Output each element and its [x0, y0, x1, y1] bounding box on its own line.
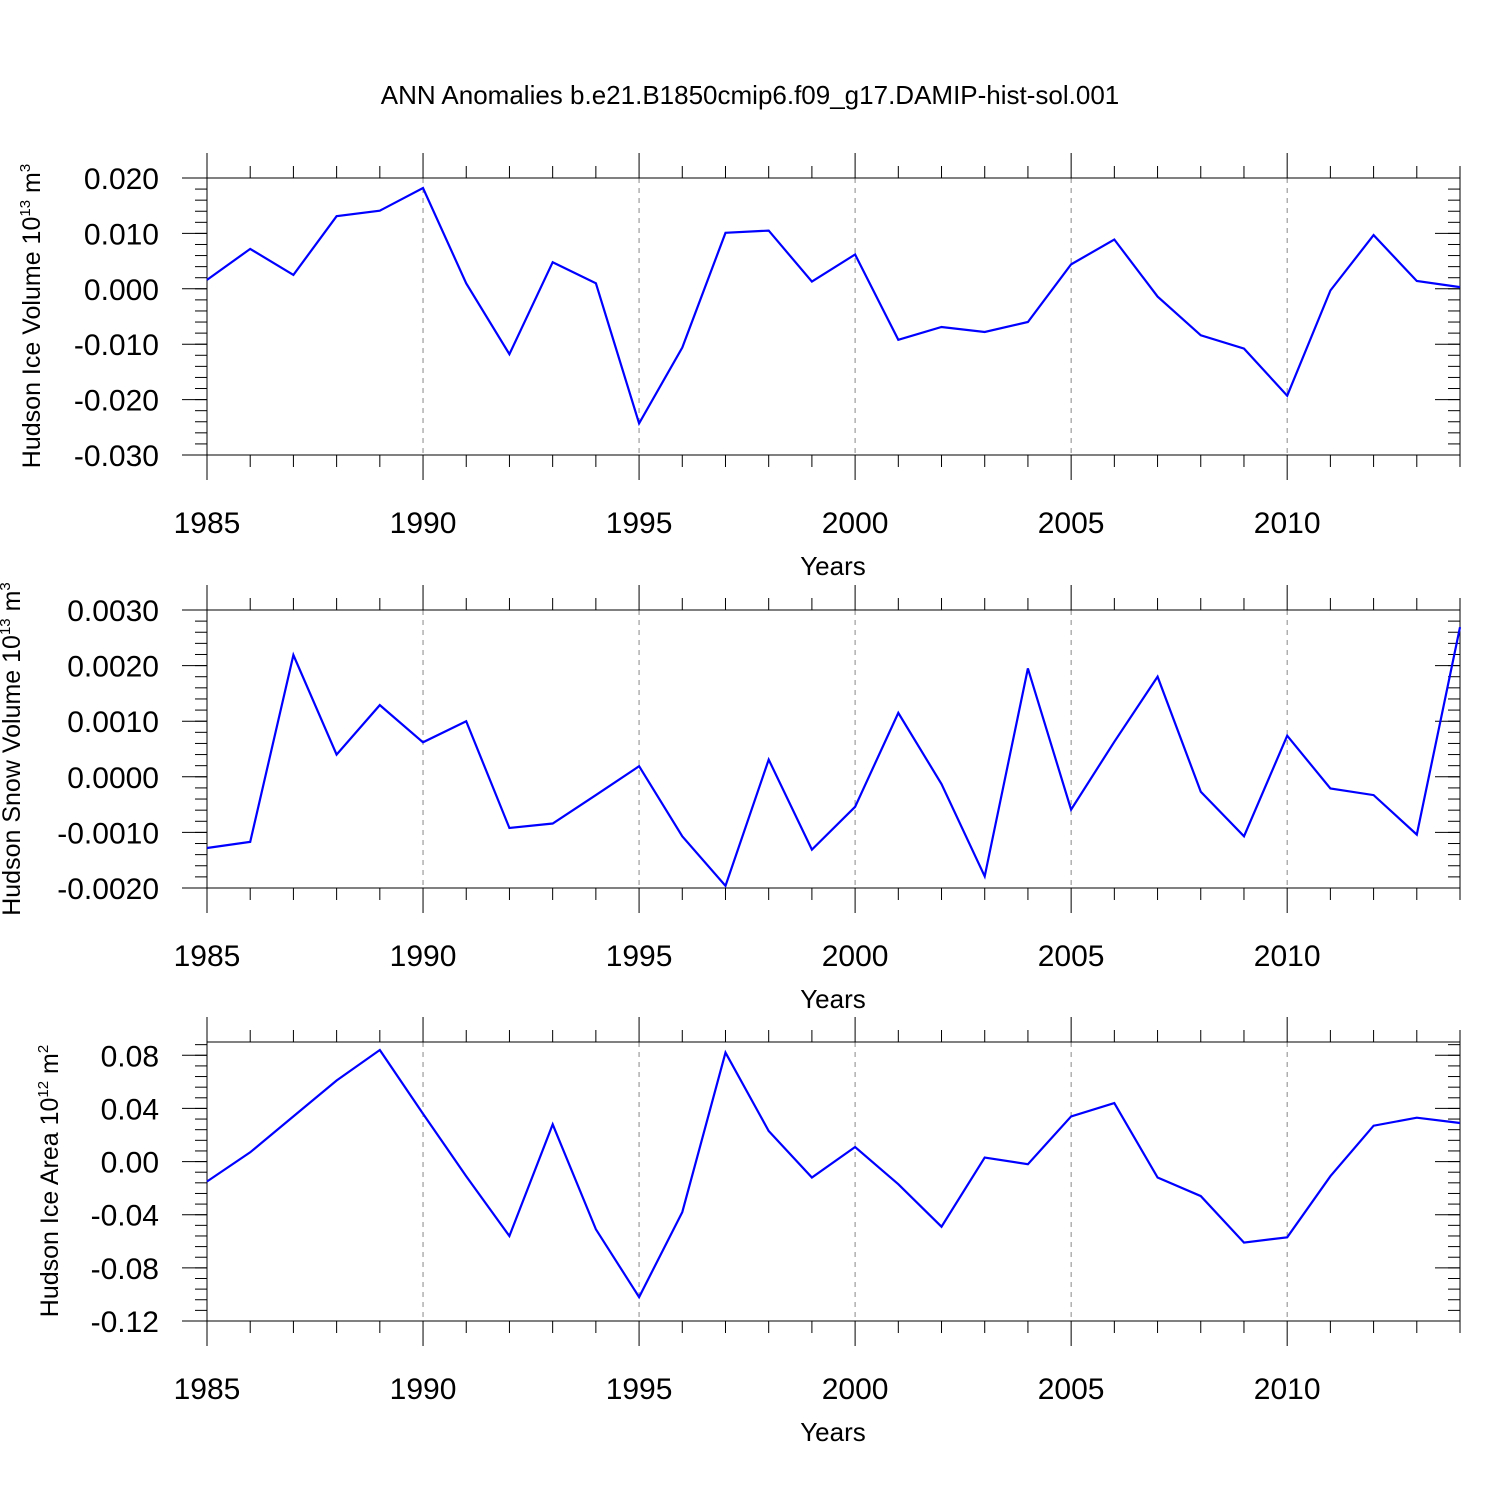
x-tick-label: 1995 — [606, 940, 673, 973]
y-tick-label: -0.0020 — [57, 873, 159, 906]
x-tick-label: 2000 — [822, 940, 889, 973]
y-tick-label: -0.010 — [74, 329, 159, 362]
y-tick-label: -0.0010 — [57, 817, 159, 850]
y-tick-label: -0.020 — [74, 385, 159, 418]
x-tick-label: 1995 — [606, 1373, 673, 1406]
y-axis-label: Hudson Ice Volume 1013 m3 — [17, 164, 46, 468]
y-tick-label: 0.000 — [84, 274, 159, 307]
y-tick-label: 0.0020 — [67, 651, 159, 684]
x-axis-label: Years — [800, 551, 866, 581]
x-tick-label: 2010 — [1254, 507, 1321, 540]
y-axis-label: Hudson Snow Volume 1013 m3 — [0, 582, 26, 916]
y-tick-label: -0.030 — [74, 440, 159, 473]
series-line — [206, 626, 1462, 888]
y-tick-label: 0.0030 — [67, 595, 159, 628]
chart-title: ANN Anomalies b.e21.B1850cmip6.f09_g17.D… — [380, 80, 1120, 110]
y-tick-label: 0.04 — [101, 1093, 159, 1126]
x-axis-label: Years — [800, 1417, 866, 1447]
series-line — [206, 1048, 1461, 1300]
x-tick-label: 2005 — [1038, 1373, 1105, 1406]
x-tick-label: 1985 — [174, 1373, 241, 1406]
series-line — [206, 186, 1461, 427]
x-tick-label: 2005 — [1038, 507, 1105, 540]
y-tick-label: -0.04 — [91, 1200, 159, 1233]
x-tick-label: 1985 — [174, 507, 241, 540]
x-tick-label: 1995 — [606, 507, 673, 540]
x-tick-label: 1990 — [390, 507, 457, 540]
y-axis-label: Hudson Ice Area 1012 m2 — [35, 1045, 64, 1317]
y-tick-label: 0.08 — [101, 1040, 159, 1073]
plot-frame — [206, 177, 1461, 456]
y-tick-label: 0.00 — [101, 1147, 159, 1180]
y-tick-label: 0.010 — [84, 218, 159, 251]
plot-frame — [206, 1041, 1461, 1322]
x-tick-label: 2000 — [822, 1373, 889, 1406]
y-tick-label: 0.020 — [84, 163, 159, 196]
x-tick-label: 1990 — [390, 940, 457, 973]
panel-2: 1985 1990 1995 2000 2005 2010 Years 0.0030 0.002… — [0, 582, 1462, 1014]
x-tick-label: 2010 — [1254, 940, 1321, 973]
x-tick-label: 2000 — [822, 507, 889, 540]
x-tick-label: 2005 — [1038, 940, 1105, 973]
panel-1: 1985 1990 1995 2000 2005 2010 Years 0.020 0.010 0… — [17, 153, 1461, 581]
x-tick-label: 1985 — [174, 940, 241, 973]
y-tick-label: -0.08 — [91, 1253, 159, 1286]
x-tick-label: 1990 — [390, 1373, 457, 1406]
x-tick-label: 2010 — [1254, 1373, 1321, 1406]
x-axis-label: Years — [800, 984, 866, 1014]
y-tick-label: -0.12 — [91, 1306, 159, 1339]
y-tick-label: 0.0010 — [67, 706, 159, 739]
panel-3: 1985 1990 1995 2000 2005 2010 Years 0.08 0.04 0.0… — [35, 1017, 1461, 1447]
y-tick-label: 0.0000 — [67, 762, 159, 795]
plot-frame — [206, 609, 1461, 889]
